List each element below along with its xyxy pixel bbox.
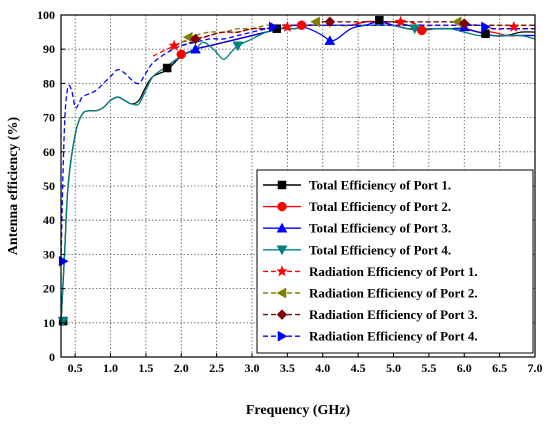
legend-label-1: Total Efficiency of Port 1.: [309, 178, 451, 193]
y-tick-label: 30: [43, 247, 55, 261]
legend-marker-8: [277, 330, 288, 342]
series-3-marker: [324, 35, 336, 45]
legend-label-7: Radiation Efficiency of Port 3.: [309, 307, 478, 322]
series-2-marker: [176, 49, 187, 60]
series-8-marker: [481, 21, 491, 33]
y-tick-label: 80: [43, 76, 55, 90]
y-tick-label: 70: [43, 111, 55, 125]
series-line-3: [166, 21, 535, 67]
series-7-marker: [190, 33, 201, 45]
y-tick-label: 10: [43, 316, 55, 330]
axis-ticks: 0.5 1.0 1.5 2.0 2.5 3.0 3.5 4.0 4.5 5.0 5.5 6.0 6.5 7…: [37, 8, 543, 375]
legend-marker-3: [276, 222, 288, 233]
y-tick-label: 60: [43, 145, 55, 159]
x-tick-label: 6.5: [492, 361, 507, 375]
legend-marker-7: [276, 309, 288, 320]
legend-box: [256, 169, 534, 354]
x-tick-label: 5.5: [421, 361, 436, 375]
series-6-marker: [310, 16, 320, 28]
x-tick-label: 1.5: [138, 361, 153, 375]
y-tick-label: 0: [49, 350, 55, 364]
y-tick-label: 100: [37, 8, 55, 22]
series-1-marker: [375, 15, 384, 25]
series-5-marker: [394, 15, 407, 27]
series-5-marker: [168, 39, 181, 51]
x-tick-label: 0.5: [68, 361, 83, 375]
series-line-8: [60, 24, 535, 262]
y-axis-title: Antenna efficiency (%): [6, 116, 21, 255]
x-tick-label: 2.5: [209, 361, 224, 375]
x-tick-label: 6.0: [457, 361, 472, 375]
y-tick-label: 50: [43, 179, 55, 193]
series-line-4: [60, 24, 536, 323]
series-lines: [60, 20, 536, 323]
x-tick-label: 5.0: [386, 361, 401, 375]
legend-marker-2: [277, 201, 287, 212]
x-tick-label: 2.0: [174, 361, 189, 375]
y-tick-label: 90: [43, 42, 55, 56]
legend-marker-1: [277, 180, 287, 190]
legend-label-6: Radiation Efficiency of Port 2.: [309, 286, 478, 301]
legend-label-4: Total Efficiency of Port 4.: [309, 242, 451, 257]
series-4-marker: [409, 24, 421, 35]
series-5-marker: [507, 20, 520, 33]
series-markers: [57, 15, 520, 327]
series-4-marker: [232, 41, 244, 52]
y-tick-label: 40: [43, 213, 55, 227]
x-tick-label: 3.5: [280, 361, 295, 375]
series-1-marker: [162, 63, 172, 73]
x-tick-label: 1.0: [103, 361, 118, 375]
legend-label-2: Total Efficiency of Port 2.: [309, 199, 451, 214]
x-tick-label: 4.5: [351, 361, 366, 375]
x-tick-label: 3.0: [245, 361, 260, 375]
legend-label-3: Total Efficiency of Port 3.: [309, 221, 451, 236]
x-tick-label: 4.0: [315, 361, 330, 375]
legend: Total Efficiency of Port 1. Total Efficie…: [256, 169, 534, 354]
y-tick-label: 20: [43, 282, 55, 296]
series-line-7: [181, 20, 535, 47]
legend-label-5: Radiation Efficiency of Port 1.: [309, 264, 478, 279]
series-7-marker: [458, 18, 470, 29]
legend-marker-5: [276, 265, 288, 277]
series-2-marker: [296, 20, 307, 31]
x-tick-label: 7.0: [528, 361, 543, 375]
x-axis-title: Frequency (GHz): [246, 403, 351, 418]
legend-label-8: Radiation Efficiency of Port 4.: [309, 329, 478, 344]
series-7-marker: [324, 16, 336, 28]
series-5-marker: [281, 20, 294, 33]
series-2-marker: [417, 25, 427, 36]
series-3-marker: [189, 43, 201, 54]
legend-marker-4: [276, 245, 288, 256]
series-8-marker: [268, 21, 279, 33]
legend-marker-6: [276, 287, 287, 299]
